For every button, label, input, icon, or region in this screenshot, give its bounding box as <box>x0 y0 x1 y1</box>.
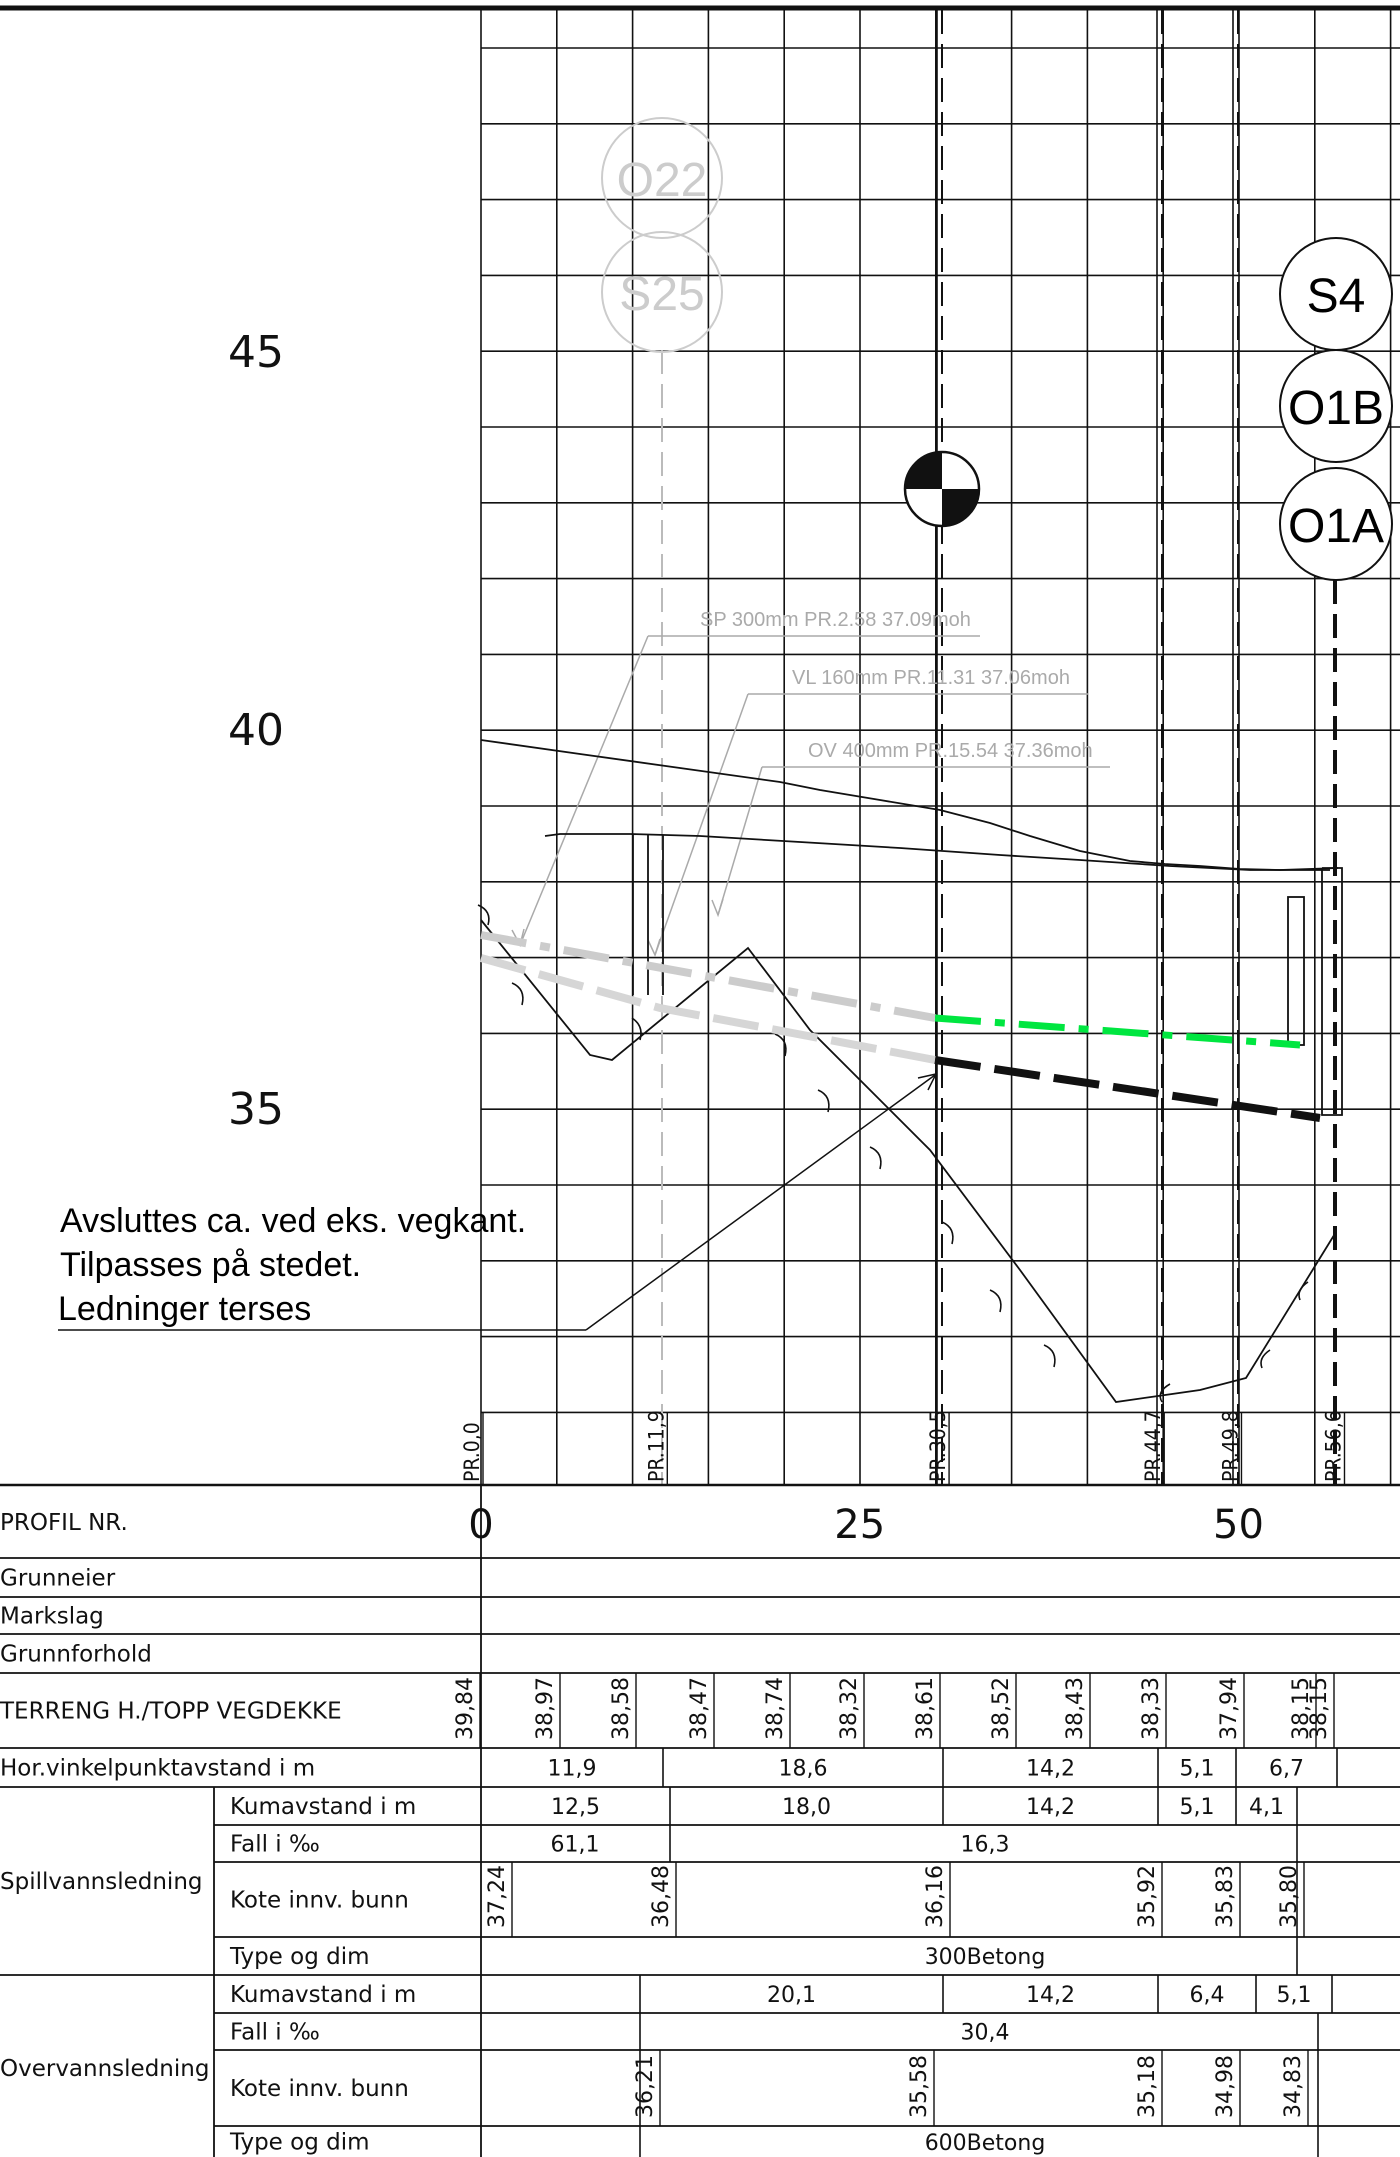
elevation-label-40: 40 <box>228 705 284 756</box>
type-value: 600Betong <box>925 2131 1046 2156</box>
pr-marker-label: PR.44,7 <box>1141 1410 1165 1482</box>
row-label-grunneier: Grunneier <box>0 1566 116 1592</box>
terreng-value: 37,94 <box>1217 1677 1242 1740</box>
row-label-grunnforhold: Grunnforhold <box>0 1642 152 1668</box>
elevation-label-35: 35 <box>228 1084 284 1135</box>
manhole-label-o22: O22 <box>617 154 708 207</box>
note-line-2: Tilpasses på stedet. <box>60 1246 361 1284</box>
manhole-label-o1a: O1A <box>1288 500 1384 553</box>
row-label-fall: Fall i ‰ <box>230 1832 320 1858</box>
callout-leaders <box>511 635 1110 958</box>
manhole-circle-o22 <box>601 117 723 239</box>
terreng-value: 39,84 <box>453 1677 478 1740</box>
row-label-kumavstand: Kumavstand i m <box>230 1794 416 1820</box>
kumavstand-value: 5,1 <box>1277 1983 1312 2008</box>
fall-value: 16,3 <box>961 1833 1010 1858</box>
kote-value: 36,48 <box>649 1865 674 1928</box>
hor-value: 14,2 <box>1026 1757 1075 1782</box>
hor-value: 5,1 <box>1180 1757 1215 1782</box>
kumavstand-value: 14,2 <box>1026 1983 1075 2008</box>
kumavstand-value: 5,1 <box>1180 1795 1215 1820</box>
terreng-value: 38,97 <box>533 1677 558 1740</box>
terreng-value: 38,58 <box>609 1677 634 1740</box>
pr-marker-label: PR.30,5 <box>926 1410 950 1482</box>
row-label-kote: Kote innv. bunn <box>230 2076 409 2102</box>
chainage-dashed-lines <box>941 10 1335 1485</box>
kote-value: 37,24 <box>485 1865 510 1928</box>
row-label-kote: Kote innv. bunn <box>230 1888 409 1914</box>
terreng-value: 38,43 <box>1063 1677 1088 1740</box>
survey-point-icon <box>903 450 981 528</box>
terreng-value: 38,32 <box>837 1677 862 1740</box>
kote-value: 35,80 <box>1277 1865 1302 1928</box>
profile-table: PROFIL NR. Grunneier Markslag Grunnforhold T… <box>0 1483 1400 2157</box>
kote-value: 35,58 <box>907 2055 932 2118</box>
row-label-type: Type og dim <box>229 2130 370 2156</box>
kote-value: 36,16 <box>923 1865 948 1928</box>
excavation-outline <box>480 919 1337 1403</box>
terreng-value: 38,33 <box>1139 1677 1164 1740</box>
terreng-value: 38,61 <box>913 1677 938 1740</box>
terreng-value: 38,74 <box>763 1677 788 1740</box>
pr-marker-label: PR.0,0 <box>460 1422 484 1482</box>
kote-value: 34,98 <box>1213 2055 1238 2118</box>
kote-value: 35,92 <box>1135 1865 1160 1928</box>
note-line-1: Avsluttes ca. ved eks. vegkant. <box>60 1202 526 1240</box>
kote-value: 35,18 <box>1135 2055 1160 2118</box>
manhole-circle-o1b <box>1279 349 1393 463</box>
kumavstand-value: 6,4 <box>1190 1983 1225 2008</box>
hor-value: 6,7 <box>1269 1757 1304 1782</box>
chainage-tick-label: 25 <box>834 1502 885 1548</box>
row-label-markslag: Markslag <box>0 1604 104 1630</box>
callout-ov-text: OV 400mm PR.15.54 37.36moh <box>808 740 1093 762</box>
kote-value: 35,83 <box>1213 1865 1238 1928</box>
kumavstand-value: 18,0 <box>782 1795 831 1820</box>
terreng-value: 38,15 <box>1307 1677 1332 1740</box>
kumavstand-value: 20,1 <box>767 1983 816 2008</box>
slope-ticks <box>477 904 1309 1403</box>
kumavstand-value: 12,5 <box>551 1795 600 1820</box>
terreng-value: 38,52 <box>989 1677 1014 1740</box>
pr-marker-label: PR.49,8 <box>1218 1410 1242 1482</box>
row-label-type: Type og dim <box>229 1944 370 1970</box>
row-label-hor: Hor.vinkelpunktavstand i m <box>0 1756 315 1782</box>
manhole-shaft-lines <box>936 10 1234 1485</box>
callout-vl-text: VL 160mm PR.11.31 37.06moh <box>792 667 1070 689</box>
row-label-fall: Fall i ‰ <box>230 2020 320 2046</box>
fall-value: 30,4 <box>961 2021 1010 2046</box>
row-label-terreng: TERRENG H./TOPP VEGDEKKE <box>0 1699 342 1725</box>
hor-value: 18,6 <box>779 1757 828 1782</box>
pr-marker-label: PR.11,9 <box>644 1410 668 1482</box>
kote-value: 36,21 <box>633 2055 658 2118</box>
group-label-spillvann: Spillvannsledning <box>0 1869 203 1895</box>
chainage-tick-label: 50 <box>1213 1502 1264 1548</box>
manhole-label-s4: S4 <box>1307 270 1366 323</box>
profile-markers: PR.0,0 PR.11,9 PR.30,5 PR.44,7 PR.49,8 PR.56,… <box>460 1410 1345 1484</box>
manhole-label-s25: S25 <box>619 268 704 321</box>
elevation-label-45: 45 <box>228 327 284 378</box>
pipe-lines <box>479 931 1321 1122</box>
manhole-circle-s25 <box>601 231 723 353</box>
row-label-kumavstand: Kumavstand i m <box>230 1982 416 2008</box>
pipe-note-leader <box>58 1072 938 1331</box>
fall-value: 61,1 <box>551 1833 600 1858</box>
group-label-overvann: Overvannsledning <box>0 2056 209 2082</box>
type-value: 300Betong <box>925 1945 1046 1970</box>
terreng-value: 38,15 <box>1289 1677 1314 1740</box>
kumavstand-value: 14,2 <box>1026 1795 1075 1820</box>
manhole-label-o1b: O1B <box>1288 382 1384 435</box>
callout-sp-text: SP 300mm PR.2.58 37.09moh <box>700 609 971 631</box>
chainage-tick-label: 0 <box>468 1502 493 1548</box>
kumavstand-value: 4,1 <box>1249 1795 1284 1820</box>
hor-value: 11,9 <box>548 1757 597 1782</box>
kote-value: 34,83 <box>1281 2055 1306 2118</box>
row-label-profil-nr: PROFIL NR. <box>0 1510 128 1536</box>
note-line-3: Ledninger terses <box>58 1290 311 1328</box>
terreng-value: 38,47 <box>687 1677 712 1740</box>
pr-marker-label: PR.56,6 <box>1321 1410 1345 1482</box>
